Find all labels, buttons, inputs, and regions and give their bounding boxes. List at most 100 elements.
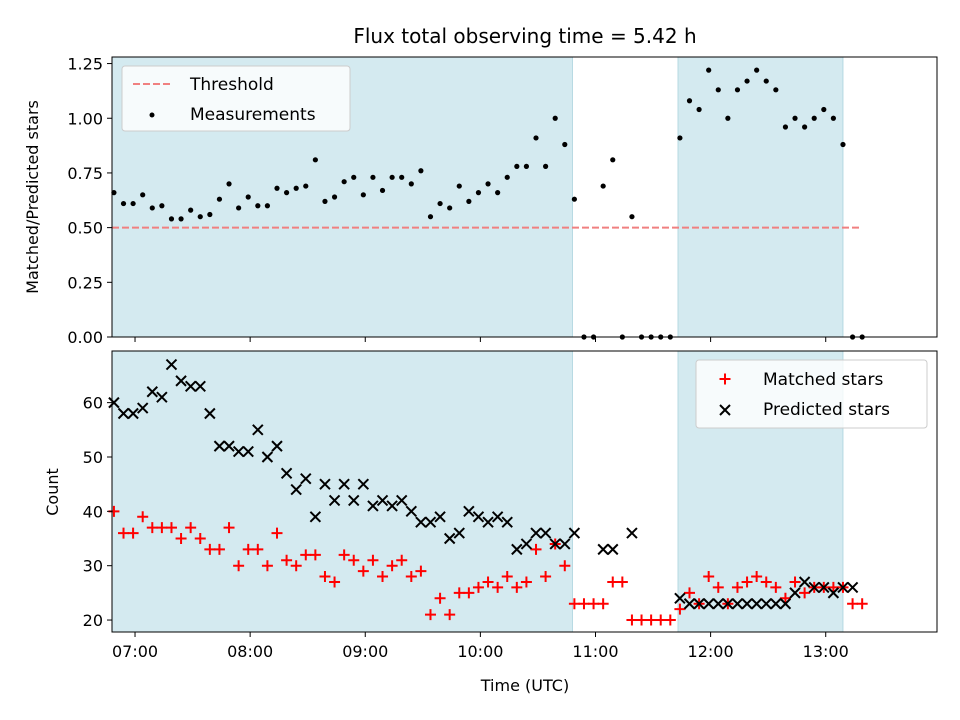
chart-title: Flux total observing time = 5.42 h — [353, 24, 696, 48]
measurement-point — [188, 207, 194, 213]
predicted-point — [827, 587, 840, 599]
measurement-point — [610, 157, 616, 163]
legend-predicted-label: Predicted stars — [763, 400, 890, 420]
measurement-point — [543, 163, 549, 169]
predicted-point — [194, 380, 206, 393]
matched-point — [751, 571, 763, 583]
predicted-point — [184, 380, 197, 393]
y-tick-label: 0.75 — [67, 164, 103, 183]
predicted-point — [367, 500, 379, 512]
matched-point — [645, 614, 657, 626]
measurement-point — [427, 214, 434, 220]
matched-point — [856, 598, 868, 610]
measurement-point — [725, 115, 731, 121]
measurement-point — [379, 187, 386, 194]
predicted-point — [136, 402, 149, 414]
matched-point — [319, 571, 331, 583]
matched-point — [223, 522, 235, 534]
measurement-point — [197, 214, 203, 220]
predicted-point — [175, 375, 187, 387]
measurement-point — [351, 174, 357, 180]
measurement-point — [802, 124, 808, 130]
measurement-point — [130, 200, 136, 207]
y-tick-label: 20 — [83, 611, 103, 630]
legend-measurements-swatch — [149, 112, 155, 118]
matched-point — [588, 598, 600, 610]
predicted-point — [463, 505, 475, 518]
matched-point — [309, 549, 321, 561]
matched-point — [453, 587, 465, 599]
predicted-point — [722, 598, 734, 610]
measurement-point — [696, 106, 702, 113]
measurement-point — [821, 106, 827, 113]
matched-point — [127, 527, 139, 539]
measurement-point — [447, 205, 453, 211]
measurement-point — [322, 198, 328, 204]
measurement-point — [226, 181, 232, 187]
predicted-point — [789, 587, 801, 599]
matched-point — [204, 543, 216, 555]
predicted-point — [443, 532, 456, 545]
predicted-point — [559, 538, 571, 550]
predicted-point — [261, 451, 274, 463]
matched-point — [712, 581, 724, 593]
matched-point — [233, 560, 245, 572]
measurement-point — [283, 190, 290, 196]
measurement-point — [629, 214, 635, 220]
y-tick-label: 0.25 — [67, 273, 103, 292]
predicted-point — [156, 391, 168, 403]
measurement-point — [399, 174, 405, 180]
predicted-point — [415, 516, 427, 528]
y-tick-label: 40 — [83, 502, 103, 521]
measurement-point — [389, 174, 395, 180]
measurement-point — [178, 216, 184, 222]
matched-point — [789, 576, 801, 588]
matched-point — [684, 587, 695, 599]
predicted-point — [491, 511, 504, 523]
x-tick-label: 07:00 — [112, 642, 158, 661]
matched-point — [616, 576, 628, 588]
matched-point — [213, 543, 225, 555]
measurement-point — [466, 198, 472, 204]
predicted-point — [846, 581, 859, 594]
predicted-point — [770, 598, 782, 610]
top-ylabel: Matched/Predicted stars — [23, 100, 42, 294]
bottom-legend: Matched stars Predicted stars — [695, 359, 928, 429]
predicted-point — [290, 483, 302, 496]
predicted-point — [213, 440, 226, 452]
predicted-point — [434, 511, 446, 523]
predicted-point — [683, 598, 696, 610]
measurement-point — [504, 174, 510, 180]
matched-point — [156, 522, 168, 534]
measurement-point — [312, 157, 318, 163]
measurement-point — [686, 98, 693, 104]
measurement-point — [485, 181, 491, 187]
predicted-point — [712, 598, 724, 610]
measurement-point — [571, 196, 577, 202]
matched-point — [530, 543, 542, 555]
measurement-point — [552, 115, 558, 121]
matched-point — [137, 511, 149, 523]
measurement-point — [830, 115, 836, 121]
measurement-point — [840, 141, 846, 148]
predicted-point — [338, 478, 350, 490]
matched-point — [405, 571, 417, 583]
measurement-point — [341, 179, 347, 185]
predicted-point — [424, 516, 437, 528]
predicted-point — [798, 576, 811, 588]
top-legend: Threshold Measurements — [121, 65, 351, 132]
matched-point — [424, 609, 436, 621]
matched-point — [636, 614, 648, 626]
matched-point — [434, 592, 446, 604]
matched-point — [281, 554, 293, 566]
matched-point — [386, 560, 398, 572]
predicted-point — [405, 505, 418, 518]
top-axes-frame — [111, 56, 938, 338]
bottom-panel: 20 30 40 50 60 07:00 08:00 09:00 10:00 11:00 12:0… — [43, 350, 938, 695]
measurement-point — [495, 190, 501, 196]
top-panel: 0.00 0.25 0.50 0.75 1.00 1.25 Matched/Predict… — [23, 55, 938, 347]
x-tick-label: 10:00 — [457, 642, 503, 661]
predicted-point — [760, 598, 772, 610]
matched-point — [520, 576, 532, 588]
matched-point — [444, 609, 456, 621]
